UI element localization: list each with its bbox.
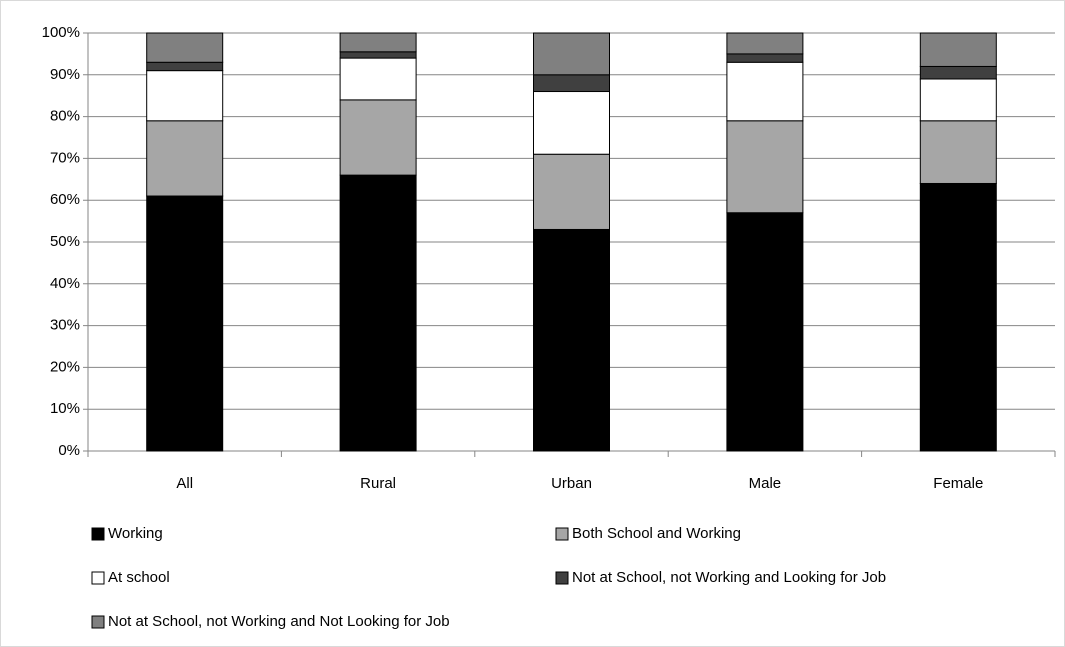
bar-segment bbox=[919, 65, 997, 80]
bar-segment bbox=[146, 61, 224, 72]
y-tick-label: 70% bbox=[50, 149, 80, 166]
bar-segment bbox=[533, 153, 610, 230]
bar-segment bbox=[339, 57, 417, 101]
bar-segment bbox=[533, 228, 610, 452]
y-tick-label: 30% bbox=[50, 317, 80, 334]
y-tick-label: 100% bbox=[42, 24, 80, 41]
bar-segment bbox=[339, 174, 417, 452]
bar-segment bbox=[146, 195, 224, 452]
legend-swatch bbox=[555, 527, 569, 541]
legend-label: Not at School, not Working and Not Looki… bbox=[108, 613, 450, 630]
y-tick-label: 50% bbox=[50, 233, 80, 250]
legend-label: Both School and Working bbox=[572, 525, 741, 542]
y-tick-label: 60% bbox=[50, 191, 80, 208]
bar-segment bbox=[919, 32, 997, 67]
bar-segment bbox=[919, 120, 997, 184]
bar-segment bbox=[726, 61, 804, 122]
legend-swatch bbox=[91, 527, 105, 541]
y-tick-label: 90% bbox=[50, 66, 80, 83]
bar-segment bbox=[919, 78, 997, 122]
bar-segment bbox=[339, 99, 417, 176]
bar-segment bbox=[726, 32, 804, 55]
bar-segment bbox=[533, 74, 610, 93]
bar-segment bbox=[339, 51, 417, 59]
y-tick-label: 10% bbox=[50, 400, 80, 417]
x-tick-label: Female bbox=[933, 475, 983, 492]
legend-label: Not at School, not Working and Looking f… bbox=[572, 569, 886, 586]
legend-label: Working bbox=[108, 525, 163, 542]
x-tick-label: Rural bbox=[360, 475, 396, 492]
x-tick-label: Male bbox=[749, 475, 782, 492]
y-tick-label: 0% bbox=[58, 442, 80, 459]
y-tick-label: 80% bbox=[50, 108, 80, 125]
bar-segment bbox=[146, 120, 224, 197]
bar-segment bbox=[726, 53, 804, 63]
bar-segment bbox=[726, 212, 804, 452]
legend-swatch bbox=[91, 615, 105, 629]
bar-segment bbox=[533, 91, 610, 155]
bar-segment bbox=[146, 70, 224, 122]
y-tick-label: 40% bbox=[50, 275, 80, 292]
bar-segment bbox=[726, 120, 804, 214]
x-tick-label: Urban bbox=[551, 475, 592, 492]
bar-segment bbox=[146, 32, 224, 63]
bar-segment bbox=[919, 182, 997, 452]
legend-swatch bbox=[91, 571, 105, 585]
legend-swatch bbox=[555, 571, 569, 585]
bar-segment bbox=[339, 32, 417, 53]
bar-segment bbox=[533, 32, 610, 76]
y-tick-label: 20% bbox=[50, 358, 80, 375]
x-tick-label: All bbox=[176, 475, 193, 492]
legend-label: At school bbox=[108, 569, 170, 586]
